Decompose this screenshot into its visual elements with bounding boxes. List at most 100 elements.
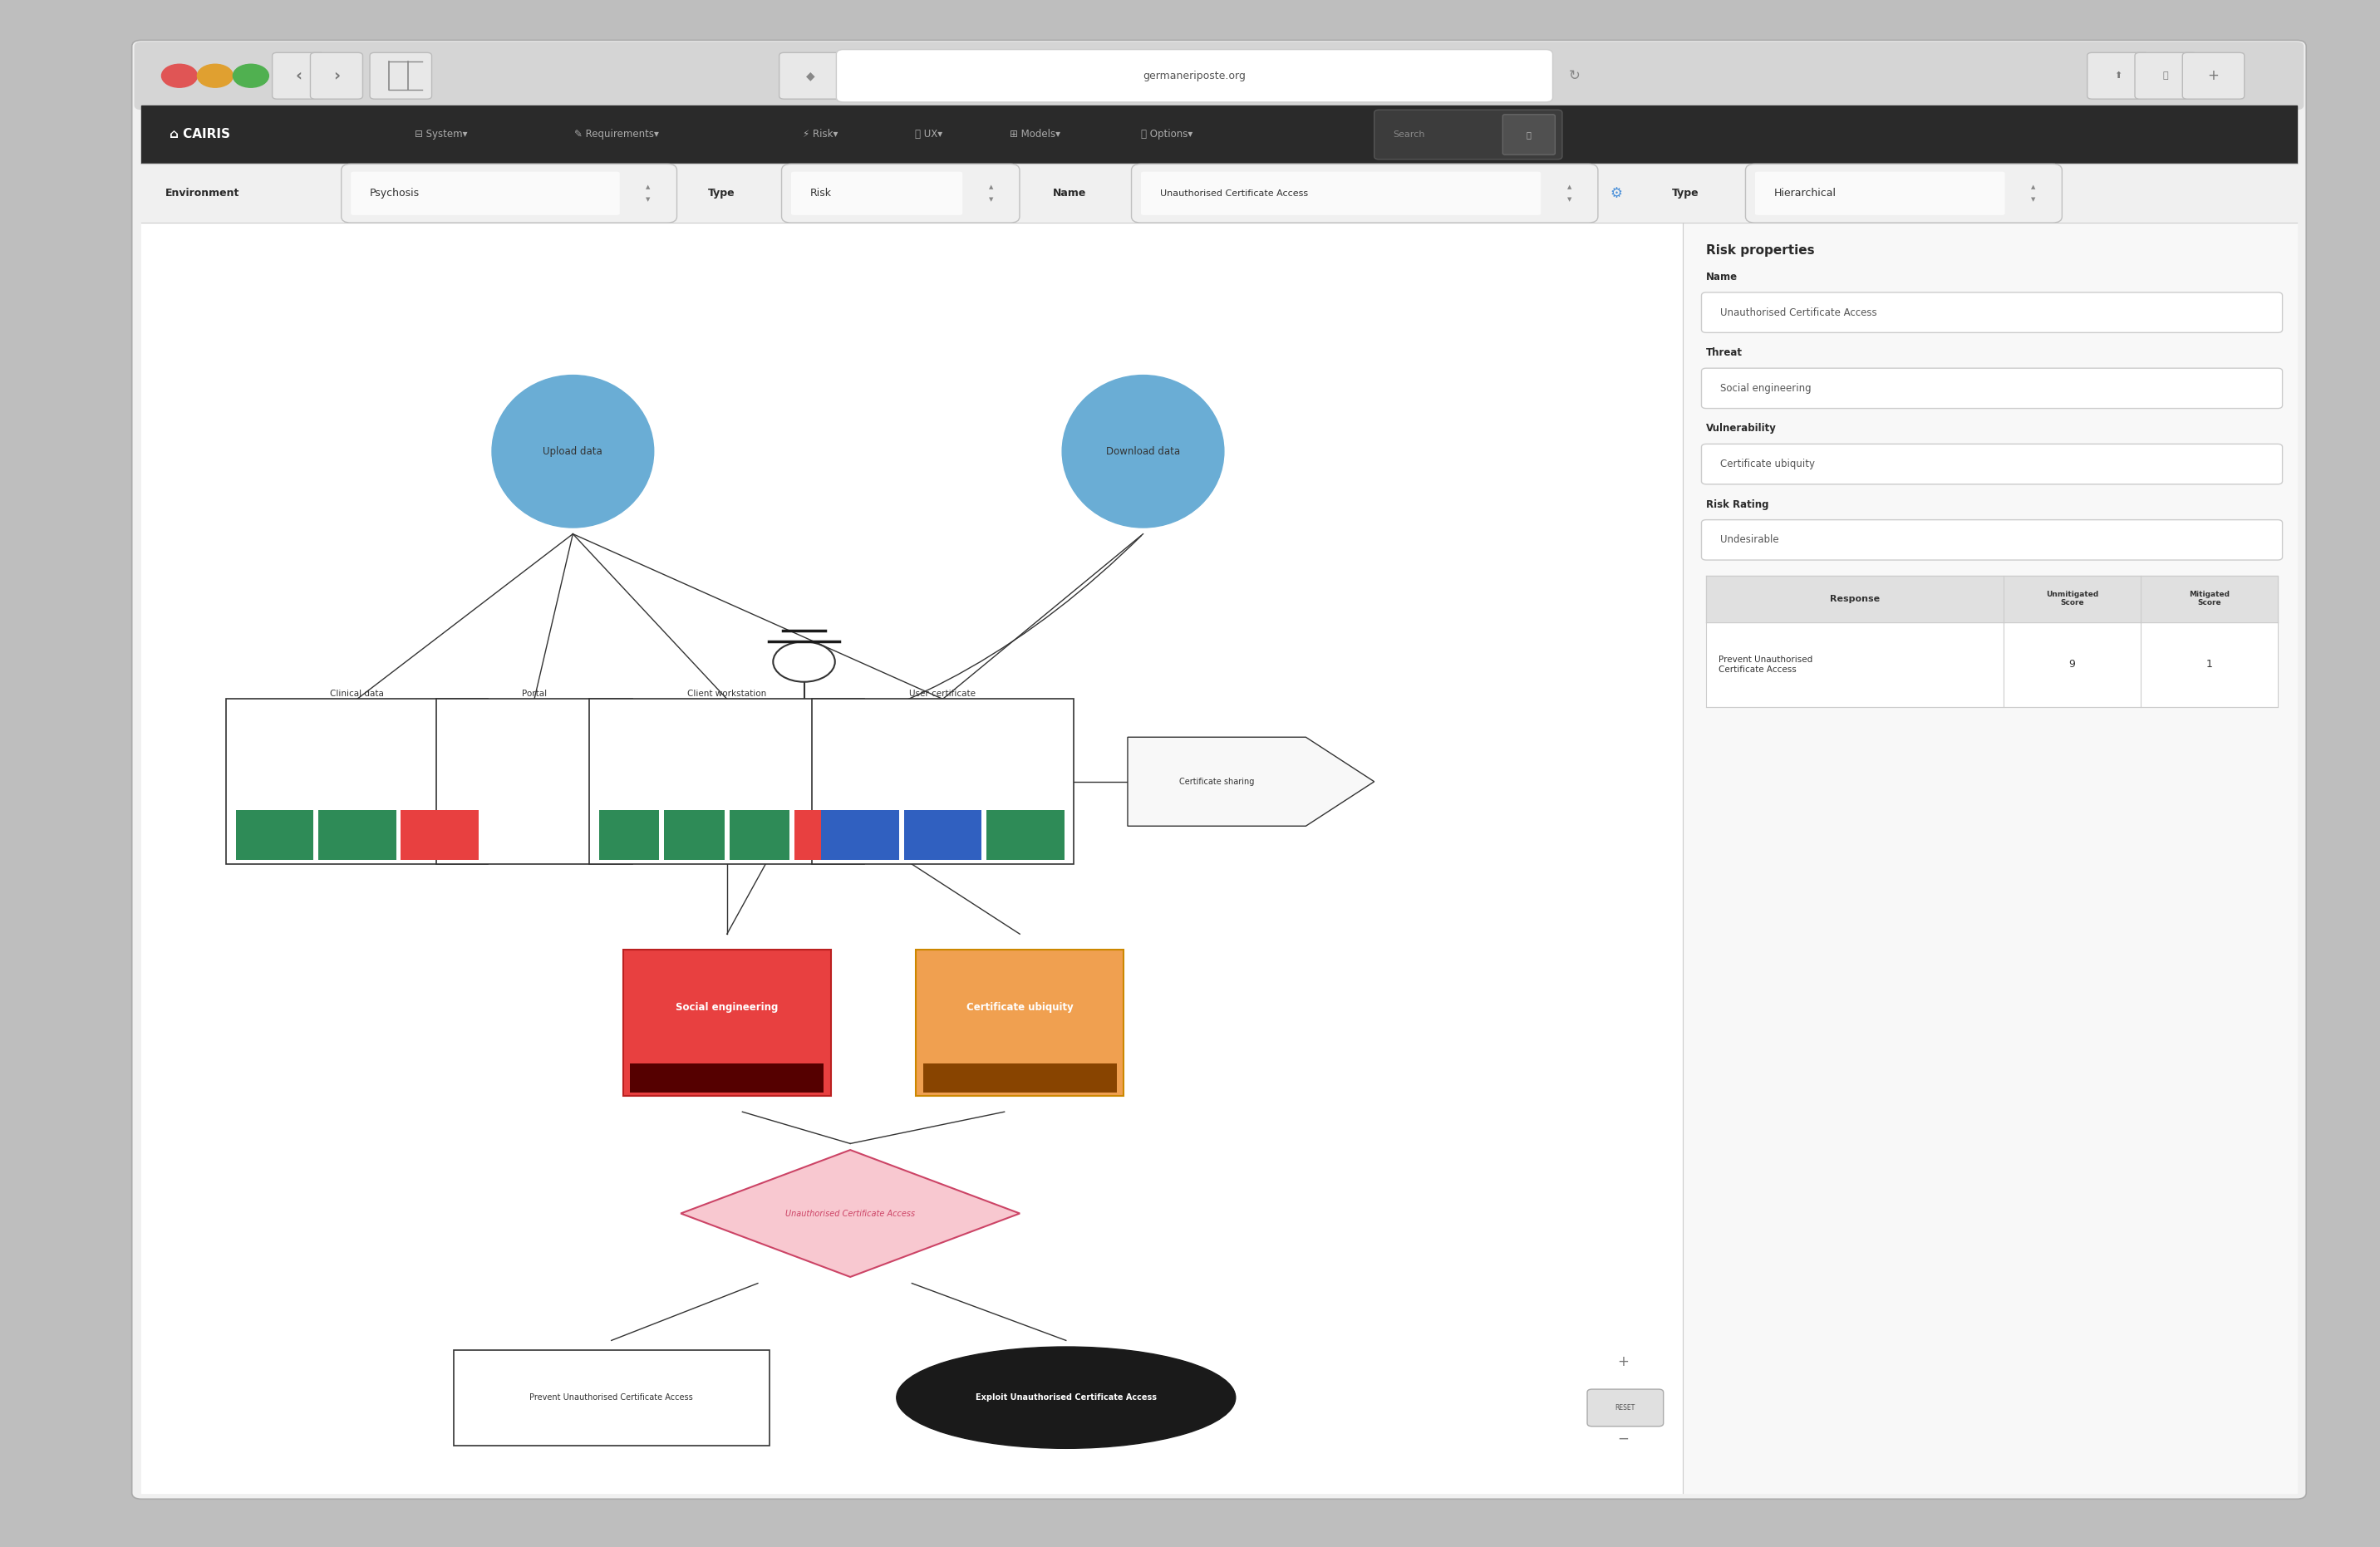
Text: ⊞ Models▾: ⊞ Models▾ [1009,130,1061,139]
Text: ▼: ▼ [645,196,650,203]
Text: 9: 9 [2068,659,2075,670]
Text: 1: 1 [2206,659,2213,670]
Text: ▼: ▼ [988,196,992,203]
FancyBboxPatch shape [790,172,962,215]
Circle shape [233,65,269,87]
Text: ▲: ▲ [2030,184,2035,190]
Circle shape [162,65,198,87]
Bar [226,699,488,865]
Text: Vulnerability: Vulnerability [1706,424,1778,433]
FancyBboxPatch shape [1702,444,2282,484]
Text: Undesirable: Undesirable [1721,535,1780,545]
FancyBboxPatch shape [1587,1389,1664,1426]
Text: +: + [2209,68,2218,84]
Text: Unmitigated
Score: Unmitigated Score [2047,591,2099,606]
Bar [916,950,1123,1095]
Text: Portal: Portal [521,690,547,698]
Bar [1706,575,2278,622]
Bar [795,811,854,860]
Text: Mitigated
Score: Mitigated Score [2190,591,2230,606]
FancyBboxPatch shape [309,53,362,99]
Bar [904,811,981,860]
Text: ‹: ‹ [295,68,302,84]
Text: Prevent Unauthorised
Certificate Access: Prevent Unauthorised Certificate Access [1718,656,1811,673]
Ellipse shape [897,1347,1235,1448]
Text: RESET: RESET [1616,1405,1635,1411]
Text: Name: Name [1052,189,1085,198]
FancyBboxPatch shape [781,164,1019,223]
Text: Risk Rating: Risk Rating [1706,500,1768,509]
FancyBboxPatch shape [2182,53,2244,99]
FancyBboxPatch shape [778,53,840,99]
Text: Type: Type [707,189,735,198]
Bar [664,811,724,860]
Bar [923,1064,1116,1092]
Text: Environment: Environment [164,189,240,198]
FancyBboxPatch shape [1754,172,2004,215]
Text: Prevent Unauthorised Certificate Access: Prevent Unauthorised Certificate Access [531,1394,693,1402]
Bar [624,950,831,1095]
Bar [1683,223,2297,1493]
Bar [319,811,395,860]
FancyBboxPatch shape [131,40,2306,1499]
FancyBboxPatch shape [350,172,619,215]
Bar [140,164,2297,223]
Text: Social engineering: Social engineering [1721,384,1811,393]
Text: Client workstation: Client workstation [688,690,766,698]
Bar [600,811,659,860]
FancyBboxPatch shape [369,53,431,99]
Ellipse shape [1061,376,1223,528]
Text: 👤 UX▾: 👤 UX▾ [914,130,942,139]
Text: Unauthorised Certificate Access: Unauthorised Certificate Access [785,1210,916,1217]
Text: Upload data: Upload data [543,446,602,456]
Text: ▼: ▼ [2030,196,2035,203]
Polygon shape [681,1149,1019,1276]
Bar [140,105,2297,164]
Text: Unauthorised Certificate Access: Unauthorised Certificate Access [1159,189,1309,198]
Text: Risk: Risk [809,189,831,198]
FancyBboxPatch shape [1702,520,2282,560]
Polygon shape [1128,738,1373,826]
Text: ◆: ◆ [807,70,814,82]
Bar [590,699,864,865]
Bar [140,223,1683,1493]
Circle shape [774,642,835,682]
Text: Certificate ubiquity: Certificate ubiquity [1721,459,1816,469]
Text: User certificate: User certificate [909,690,976,698]
Text: ›: › [333,68,340,84]
Text: ⚡ Risk▾: ⚡ Risk▾ [802,130,838,139]
Text: Carol: Carol [793,786,816,794]
FancyBboxPatch shape [1140,172,1540,215]
Text: 🔍: 🔍 [1526,130,1530,139]
Text: 🔧 Options▾: 🔧 Options▾ [1140,130,1192,139]
Text: Psychosis: Psychosis [369,189,419,198]
Text: ⊟ System▾: ⊟ System▾ [414,130,469,139]
Text: germaneriposte.org: germaneriposte.org [1142,71,1247,80]
Text: Search: Search [1392,130,1426,139]
Ellipse shape [493,376,655,528]
Text: Response: Response [1830,594,1880,603]
FancyBboxPatch shape [2087,53,2149,99]
Text: −: − [1616,1431,1628,1446]
Text: Certificate sharing: Certificate sharing [1178,778,1254,786]
Bar [728,811,790,860]
FancyBboxPatch shape [1702,292,2282,333]
FancyBboxPatch shape [1745,164,2061,223]
FancyBboxPatch shape [1130,164,1597,223]
FancyBboxPatch shape [340,164,676,223]
FancyBboxPatch shape [2135,53,2197,99]
Bar [1706,622,2278,707]
Text: Download data: Download data [1107,446,1180,456]
Text: Threat: Threat [1706,348,1742,357]
Circle shape [198,65,233,87]
Text: ⌂ CAIRIS: ⌂ CAIRIS [169,128,231,141]
Text: ▲: ▲ [988,184,992,190]
Text: ↻: ↻ [1568,68,1580,84]
Text: ▲: ▲ [1566,184,1571,190]
FancyBboxPatch shape [133,42,2304,110]
Text: Clinical data: Clinical data [331,690,383,698]
Text: ✎ Requirements▾: ✎ Requirements▾ [574,130,659,139]
Text: Exploit Unauthorised Certificate Access: Exploit Unauthorised Certificate Access [976,1394,1157,1402]
Bar [985,811,1064,860]
Bar [236,811,314,860]
